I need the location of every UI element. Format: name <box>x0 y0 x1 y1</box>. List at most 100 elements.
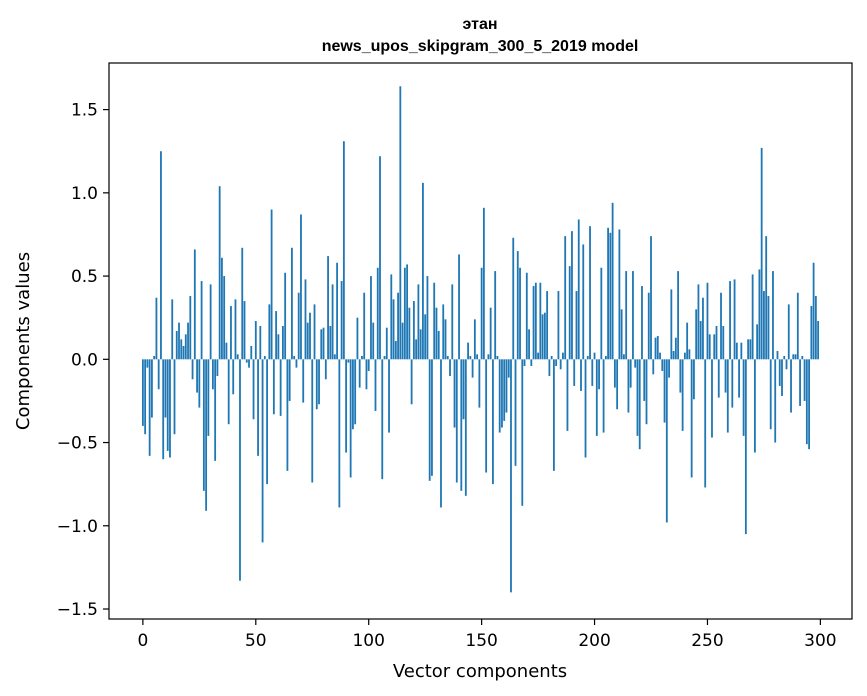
x-axis: 0 50 100 150 200 250 300 <box>137 619 837 651</box>
bar <box>211 359 214 390</box>
bar <box>374 359 377 411</box>
bar <box>234 299 237 360</box>
bar <box>695 309 698 360</box>
bar <box>525 272 528 360</box>
bar <box>320 329 323 360</box>
bar <box>663 359 666 423</box>
bar <box>690 359 693 478</box>
bar <box>437 331 440 360</box>
bar <box>632 271 634 360</box>
bar <box>449 359 451 376</box>
bar <box>367 359 370 371</box>
x-tick-label: 200 <box>578 631 610 651</box>
bar <box>546 291 549 360</box>
bar <box>390 274 393 360</box>
y-tick-label: −1.0 <box>57 517 98 537</box>
bar <box>742 359 745 436</box>
bar <box>473 319 476 360</box>
x-tick-label: 300 <box>804 631 836 651</box>
bar <box>702 297 704 360</box>
bar <box>507 359 510 378</box>
bar <box>693 359 695 400</box>
bar <box>173 359 176 435</box>
bar <box>184 334 187 360</box>
bar <box>623 354 625 360</box>
bar <box>198 359 201 408</box>
bar <box>157 359 160 390</box>
bar <box>613 359 616 388</box>
plot-frame <box>108 62 853 620</box>
bar <box>365 359 368 390</box>
bar <box>528 329 530 360</box>
bar <box>214 359 217 461</box>
bar <box>268 304 271 360</box>
bar <box>171 299 174 360</box>
bar <box>580 359 582 391</box>
bar <box>462 359 465 420</box>
bar <box>571 231 573 360</box>
bar <box>415 339 418 360</box>
bar <box>514 359 517 466</box>
chart-title: этан <box>462 16 497 33</box>
bar <box>291 247 293 360</box>
bar <box>765 236 768 360</box>
bar <box>189 296 192 360</box>
bar <box>431 359 433 476</box>
bar <box>469 355 472 360</box>
bar <box>216 359 219 376</box>
bar <box>532 286 535 360</box>
bar <box>629 359 632 388</box>
bar <box>661 359 664 371</box>
bar <box>458 254 460 360</box>
bar <box>566 359 569 431</box>
bar <box>236 354 239 360</box>
bar <box>607 227 609 360</box>
bar <box>681 359 684 431</box>
bar <box>620 309 623 360</box>
bar <box>300 214 302 360</box>
bar <box>440 359 442 508</box>
bar <box>763 291 765 360</box>
bar <box>297 292 300 360</box>
bar <box>731 359 734 408</box>
bar <box>645 359 648 425</box>
bar <box>424 314 427 360</box>
bar <box>577 219 580 360</box>
bar <box>259 326 262 360</box>
bar <box>492 359 494 485</box>
bar <box>279 359 282 416</box>
bar <box>408 307 411 360</box>
y-axis: −1.5 −1.0 −0.5 0.0 0.5 1.0 1.5 <box>57 101 109 620</box>
bar <box>550 355 553 360</box>
bar <box>650 236 652 360</box>
bar <box>817 321 820 360</box>
bar <box>394 341 397 360</box>
bar <box>358 359 361 388</box>
bar <box>191 359 194 380</box>
bar <box>270 209 273 360</box>
bar <box>361 355 363 360</box>
bar <box>347 359 350 363</box>
bar <box>796 292 799 360</box>
bar <box>196 359 198 393</box>
bar <box>281 326 284 360</box>
bar <box>446 355 449 360</box>
bar <box>336 262 338 360</box>
bar <box>482 207 485 360</box>
bar <box>672 350 675 360</box>
bar <box>706 282 709 360</box>
bar <box>783 355 786 360</box>
bar <box>573 359 576 386</box>
bar <box>598 359 600 390</box>
bar <box>767 296 770 360</box>
bar <box>460 359 463 491</box>
bar <box>455 359 458 483</box>
bar <box>202 359 205 491</box>
bar <box>419 329 422 360</box>
bar <box>496 355 499 360</box>
bar <box>141 359 144 426</box>
bar <box>331 284 334 360</box>
bar <box>711 359 713 438</box>
bar <box>241 247 244 360</box>
bar <box>166 359 169 451</box>
